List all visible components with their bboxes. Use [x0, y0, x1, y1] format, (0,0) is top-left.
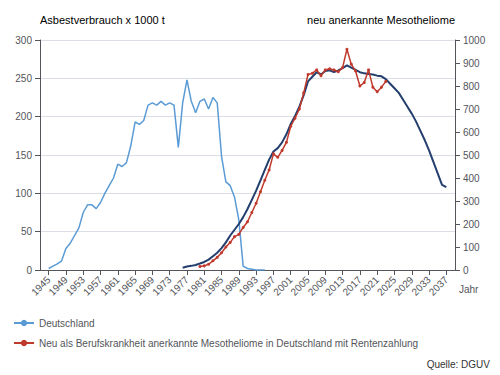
- svg-text:1981: 1981: [184, 274, 209, 298]
- svg-text:2029: 2029: [392, 274, 416, 298]
- svg-text:Asbestverbrauch x 1000 t: Asbestverbrauch x 1000 t: [40, 14, 165, 26]
- svg-text:0: 0: [463, 265, 469, 276]
- svg-text:1945: 1945: [29, 274, 53, 298]
- svg-text:2009: 2009: [305, 274, 330, 298]
- svg-text:200: 200: [463, 219, 480, 230]
- svg-text:0: 0: [26, 265, 32, 276]
- svg-text:150: 150: [15, 150, 32, 161]
- svg-text:300: 300: [15, 35, 32, 46]
- svg-text:Neu als Berufskrankheit anerka: Neu als Berufskrankheit anerkannte Mesot…: [39, 338, 418, 349]
- svg-text:100: 100: [15, 188, 32, 199]
- svg-text:1989: 1989: [219, 274, 243, 298]
- svg-text:300: 300: [463, 196, 480, 207]
- svg-text:900: 900: [463, 58, 480, 69]
- svg-text:2025: 2025: [374, 274, 399, 298]
- svg-text:1949: 1949: [46, 274, 70, 298]
- svg-text:2001: 2001: [271, 274, 295, 298]
- svg-text:400: 400: [463, 173, 480, 184]
- svg-text:1953: 1953: [63, 274, 88, 298]
- svg-text:1973: 1973: [150, 274, 174, 298]
- svg-text:Quelle: DGUV: Quelle: DGUV: [427, 359, 491, 370]
- svg-text:2021: 2021: [357, 274, 382, 298]
- svg-text:Deutschland: Deutschland: [39, 318, 95, 329]
- svg-text:600: 600: [463, 127, 480, 138]
- svg-text:700: 700: [463, 104, 480, 115]
- svg-text:2013: 2013: [323, 274, 347, 298]
- svg-text:1977: 1977: [167, 274, 191, 298]
- svg-text:1957: 1957: [80, 274, 105, 298]
- svg-text:250: 250: [15, 73, 32, 84]
- svg-text:500: 500: [463, 150, 480, 161]
- svg-text:1969: 1969: [132, 274, 157, 298]
- svg-text:50: 50: [21, 226, 33, 237]
- svg-text:200: 200: [15, 111, 32, 122]
- svg-text:800: 800: [463, 81, 480, 92]
- svg-text:1961: 1961: [98, 274, 122, 298]
- svg-text:100: 100: [463, 242, 480, 253]
- svg-text:2033: 2033: [409, 274, 433, 298]
- svg-text:1985: 1985: [202, 274, 226, 298]
- svg-text:1993: 1993: [236, 274, 260, 298]
- svg-text:1000: 1000: [463, 35, 486, 46]
- svg-text:2037: 2037: [427, 274, 451, 298]
- svg-text:neu anerkannte Mesotheliome: neu anerkannte Mesotheliome: [307, 14, 455, 26]
- svg-text:1997: 1997: [253, 274, 278, 298]
- svg-text:2017: 2017: [340, 274, 364, 298]
- svg-text:2005: 2005: [288, 274, 312, 298]
- svg-text:Jahr: Jahr: [459, 284, 479, 295]
- svg-text:1965: 1965: [115, 274, 139, 298]
